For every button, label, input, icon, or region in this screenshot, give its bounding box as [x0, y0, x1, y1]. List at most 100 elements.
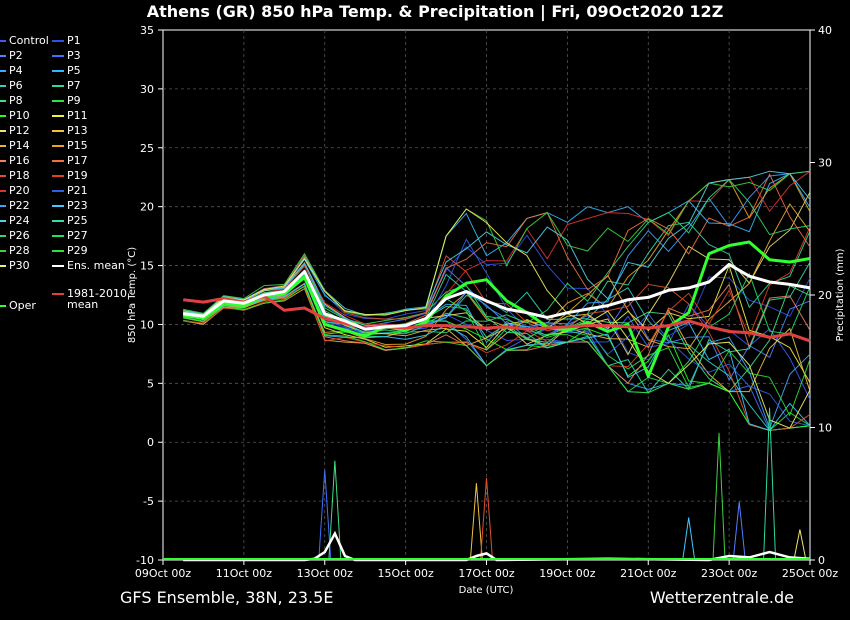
legend-swatch [0, 70, 6, 72]
legend-label: P23 [67, 199, 88, 212]
legend-label: P20 [9, 184, 30, 197]
x-tick-label: 15Oct 00z [377, 567, 434, 580]
legend-item: P7 [52, 78, 81, 93]
legend-swatch [0, 40, 6, 42]
legend-label: P22 [9, 199, 30, 212]
x-tick-label: 19Oct 00z [539, 567, 596, 580]
legend-swatch [52, 145, 64, 147]
y-left-tick-label: 20 [140, 201, 154, 214]
member-line [183, 170, 811, 326]
legend-label: Control [9, 34, 49, 47]
legend-swatch [52, 130, 64, 132]
legend-item: P17 [52, 153, 88, 168]
legend-item-climatology: 1981-2010 mean [52, 286, 127, 312]
legend-item: P30 [0, 258, 30, 273]
legend-swatch [52, 235, 64, 237]
legend-label: P5 [67, 64, 81, 77]
y-left-tick-label: 5 [147, 377, 154, 390]
legend-label: P18 [9, 169, 30, 182]
y-left-tick-label: 25 [140, 142, 154, 155]
precip-peak [480, 477, 493, 561]
member-line [183, 203, 811, 351]
legend-item: P12 [0, 123, 30, 138]
x-tick-label: 11Oct 00z [216, 567, 273, 580]
precip-peak [469, 483, 483, 561]
y-left-tick-label: 15 [140, 260, 154, 273]
y-left-tick-label: 30 [140, 83, 154, 96]
legend-swatch [0, 85, 6, 87]
legend-swatch [0, 220, 6, 222]
y-right-tick-label: 0 [818, 554, 825, 567]
x-tick-label: 09Oct 00z [135, 567, 192, 580]
y-left-tick-label: -10 [136, 554, 154, 567]
x-tick-label: 13Oct 00z [297, 567, 354, 580]
precip-peak [712, 432, 726, 561]
legend-item: P8 [0, 93, 23, 108]
legend-item: P6 [0, 78, 23, 93]
legend-swatch [0, 305, 6, 307]
y-left-tick-label: 10 [140, 318, 154, 331]
oper-line [182, 240, 811, 378]
legend-label: P9 [67, 94, 81, 107]
legend-swatch [0, 205, 6, 207]
legend-item: P5 [52, 63, 81, 78]
legend-label: P1 [67, 34, 81, 47]
member-line [183, 208, 811, 429]
legend-label: P6 [9, 79, 23, 92]
axes: -10 -5 0 5 10 15 20 25 30 35 0 10 20 30 40 09Oct 00z 11O… [135, 24, 839, 580]
legend-swatch [52, 55, 64, 57]
legend-label: P19 [67, 169, 88, 182]
y-right-axis-label: Precipitation (mm) [835, 248, 846, 341]
legend-swatch [52, 293, 64, 295]
legend-label: P26 [9, 229, 30, 242]
x-axis-label: Date (UTC) [459, 585, 514, 596]
legend-swatch [0, 130, 6, 132]
legend-item: P22 [0, 198, 30, 213]
legend-item: P11 [52, 108, 88, 123]
legend-label: P29 [67, 244, 88, 257]
legend-label: P3 [67, 49, 81, 62]
legend-label: P30 [9, 259, 30, 272]
legend-label: P17 [67, 154, 88, 167]
legend-swatch [0, 190, 6, 192]
legend-label: P13 [67, 124, 88, 137]
legend-swatch [0, 145, 6, 147]
legend-swatch [0, 250, 6, 252]
legend-label: P27 [67, 229, 88, 242]
legend-swatch [52, 220, 64, 222]
y-left-tick-label: 0 [147, 436, 154, 449]
legend-swatch [52, 85, 64, 87]
legend-label: P28 [9, 244, 30, 257]
legend-label: 1981-2010 [67, 287, 127, 300]
legend-label: P7 [67, 79, 81, 92]
legend-swatch [52, 100, 64, 102]
legend-label: P11 [67, 109, 88, 122]
y-left-tick-label: 35 [140, 24, 154, 37]
legend-item: P19 [52, 168, 88, 183]
x-tick-label: 21Oct 00z [620, 567, 677, 580]
legend-label: P14 [9, 139, 30, 152]
legend-label: mean [67, 298, 99, 311]
legend-item: P24 [0, 213, 30, 228]
legend-item: P21 [52, 183, 88, 198]
precip-peak [732, 501, 746, 561]
member-line [183, 170, 811, 316]
x-tick-label: 25Oct 00z [782, 567, 839, 580]
legend-item: P3 [52, 48, 81, 63]
legend-swatch [52, 70, 64, 72]
precipitation-series [163, 407, 811, 562]
legend-item: P20 [0, 183, 30, 198]
legend-swatch [0, 160, 6, 162]
legend-label: P24 [9, 214, 30, 227]
legend-label: P12 [9, 124, 30, 137]
legend-item: P23 [52, 198, 88, 213]
legend-label: P15 [67, 139, 88, 152]
legend-swatch [52, 175, 64, 177]
legend-item: P16 [0, 153, 30, 168]
legend-item: P13 [52, 123, 88, 138]
legend-item: P1 [52, 33, 81, 48]
member-line [183, 170, 811, 317]
legend-swatch [0, 100, 6, 102]
precip-peak [328, 460, 342, 561]
x-tick-label: 23Oct 00z [701, 567, 758, 580]
